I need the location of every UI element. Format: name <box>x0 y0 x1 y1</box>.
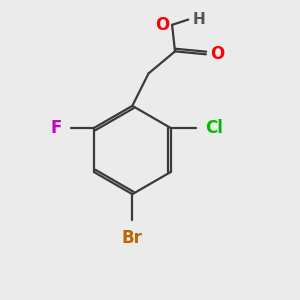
Text: O: O <box>155 16 170 34</box>
Text: Br: Br <box>122 229 143 247</box>
Text: F: F <box>51 119 62 137</box>
Text: H: H <box>192 12 205 27</box>
Text: O: O <box>210 45 224 63</box>
Text: Cl: Cl <box>205 119 223 137</box>
